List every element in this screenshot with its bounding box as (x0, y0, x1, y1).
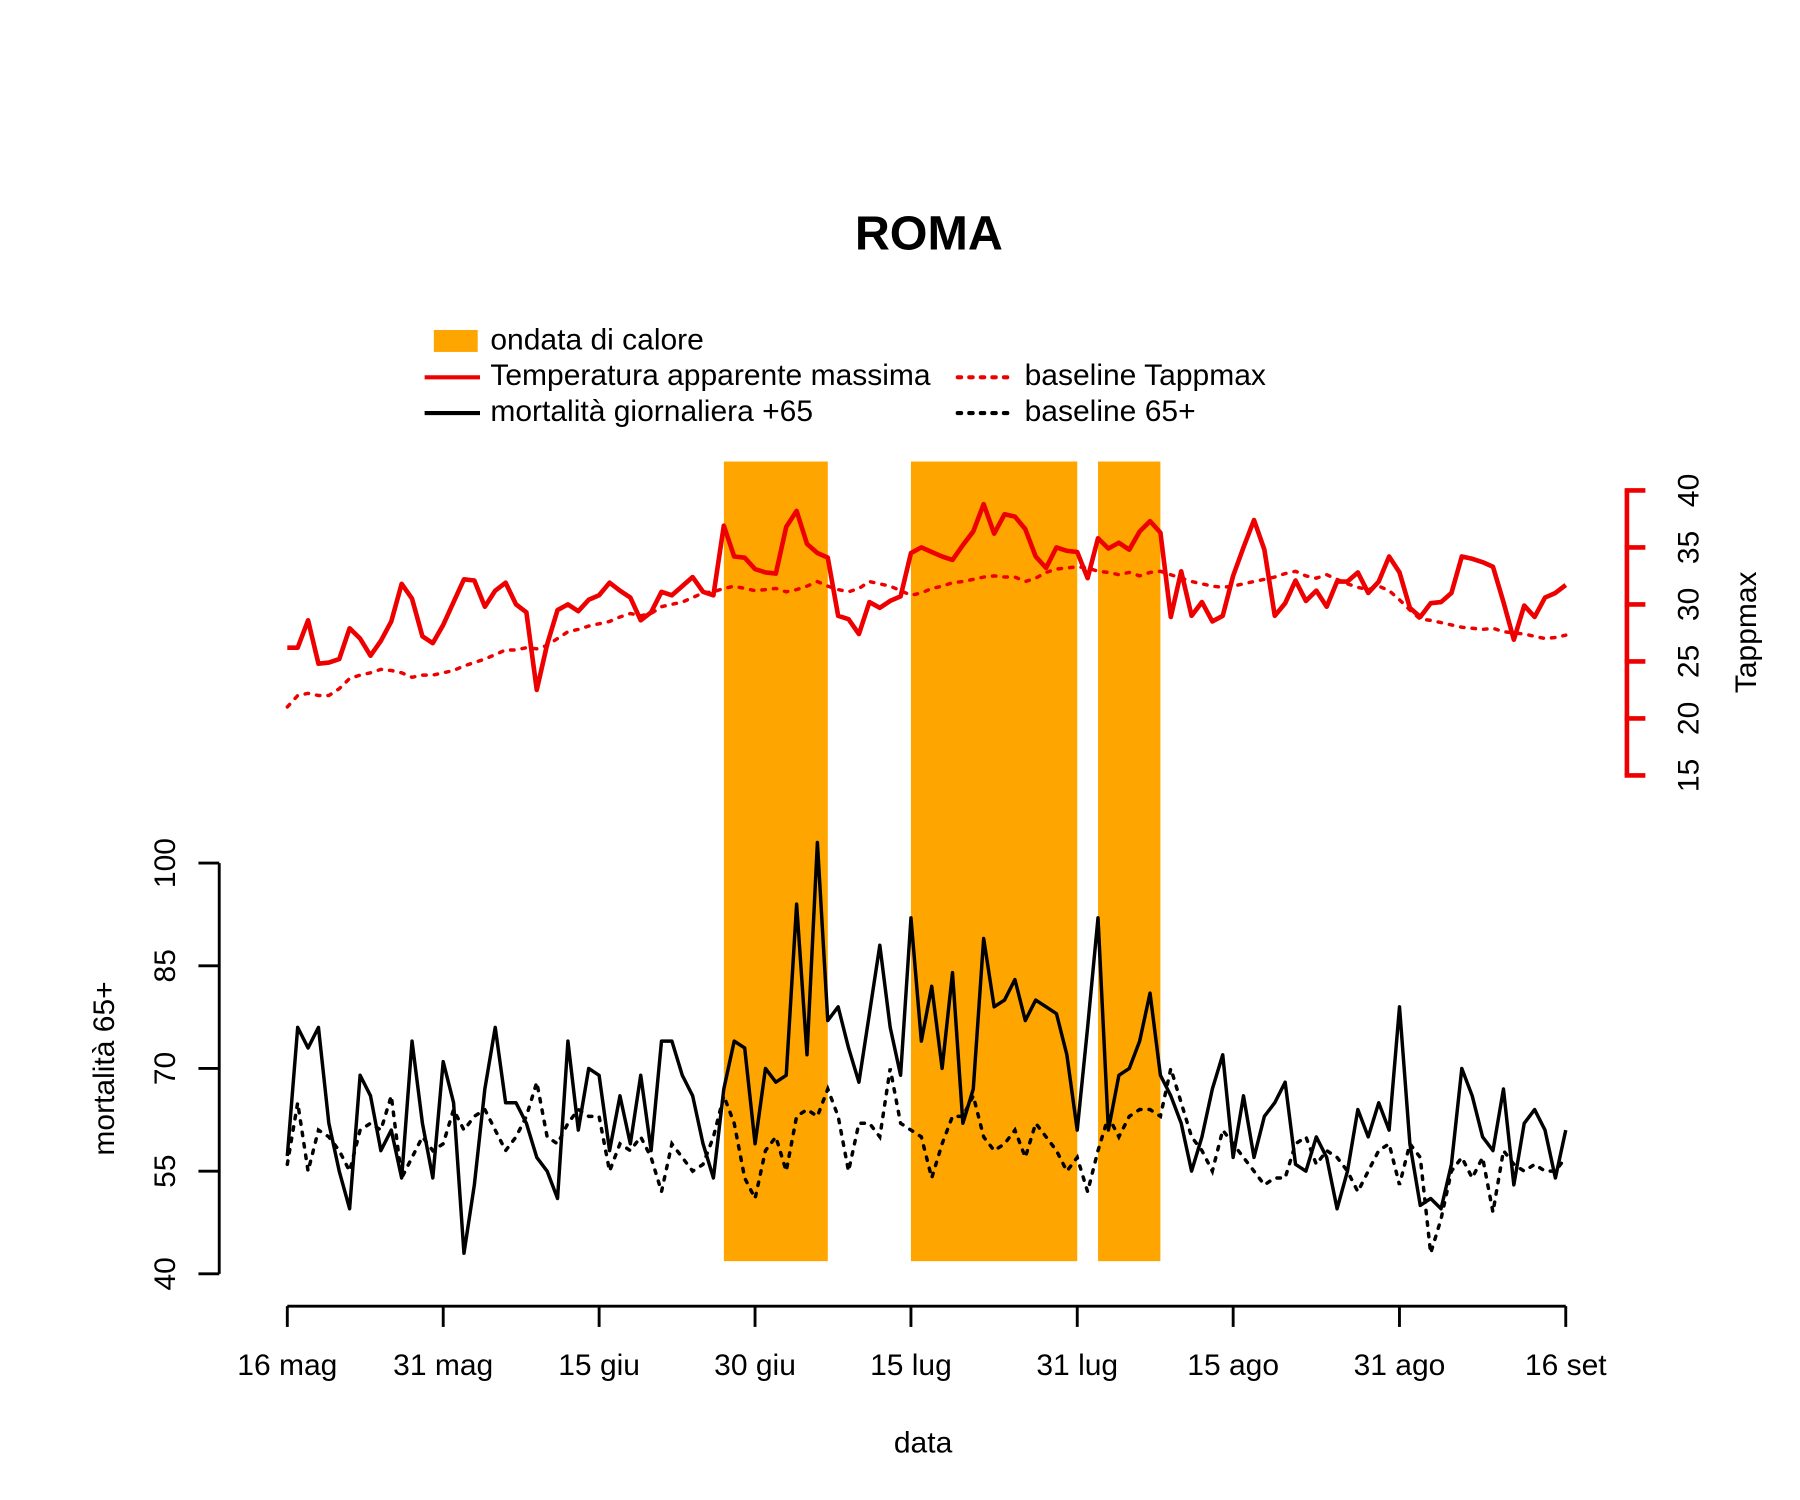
y-tick-label: 85 (149, 949, 182, 982)
y2-tick-label: 25 (1672, 645, 1705, 678)
x-tick-label: 16 set (1525, 1349, 1607, 1382)
y2-axis-label: Tappmax (1730, 571, 1763, 693)
x-tick-label: 31 mag (393, 1349, 493, 1382)
series-line (287, 501, 1568, 693)
y-tick-label: 100 (149, 838, 182, 888)
legend-label: baseline Tappmax (1025, 359, 1266, 392)
x-axis-label: data (894, 1427, 953, 1460)
heatwave-band (723, 461, 828, 1262)
y2-tick-label: 30 (1672, 588, 1705, 621)
legend-label: ondata di calore (490, 323, 703, 356)
y-axis-label: mortalità 65+ (88, 981, 121, 1155)
x-tick-label: 15 giu (558, 1349, 640, 1382)
series-line (285, 840, 1568, 1256)
series-line (285, 565, 1568, 709)
heatwave-band (910, 461, 1078, 1262)
x-tick-label: 31 ago (1354, 1349, 1446, 1382)
y2-tick-label: 35 (1672, 531, 1705, 564)
chart-title: ROMA (855, 206, 1003, 260)
x-tick-label: 15 ago (1187, 1349, 1279, 1382)
legend-label: mortalità giornaliera +65 (490, 395, 813, 428)
x-tick-label: 30 giu (714, 1349, 796, 1382)
y2-tick-label: 20 (1672, 702, 1705, 735)
y-tick-label: 40 (149, 1257, 182, 1290)
y-tick-label: 55 (149, 1154, 182, 1187)
x-tick-label: 16 mag (237, 1349, 337, 1382)
y-tick-label: 70 (149, 1052, 182, 1085)
series-line (285, 1061, 1568, 1254)
y2-tick-label: 15 (1672, 759, 1705, 792)
heatwave-band (1098, 461, 1161, 1262)
x-tick-label: 15 lug (870, 1349, 952, 1382)
legend-label: Temperatura apparente massima (490, 359, 931, 392)
y2-tick-label: 40 (1672, 474, 1705, 507)
x-tick-label: 31 lug (1036, 1349, 1118, 1382)
legend-label: baseline 65+ (1025, 395, 1196, 428)
legend-swatch (433, 330, 478, 352)
